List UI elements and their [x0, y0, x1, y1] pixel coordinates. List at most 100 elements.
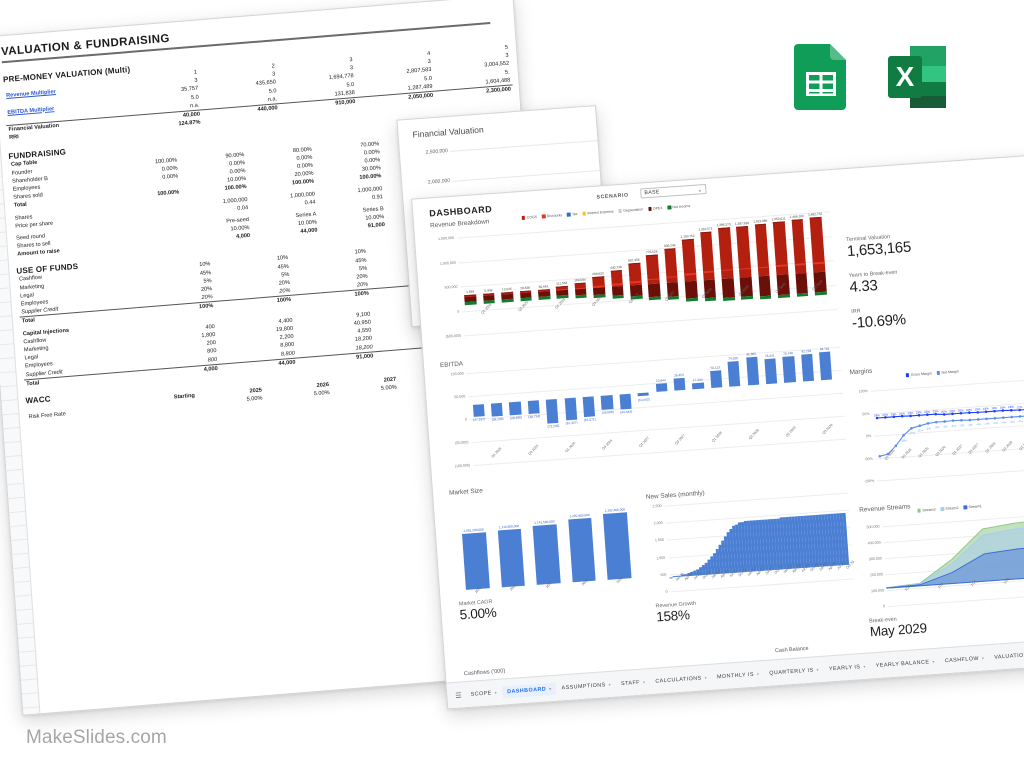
bar-segment-net-income [759, 295, 772, 300]
row-number[interactable] [0, 288, 11, 304]
row-number[interactable] [2, 414, 20, 430]
sheet-tab-yearly-balance[interactable]: YEARLY BALANCE ▾ [870, 655, 940, 672]
row-number[interactable] [1, 400, 19, 416]
sheet-tab-yearly-is[interactable]: YEARLY IS ▾ [824, 660, 872, 675]
row-number[interactable] [0, 386, 18, 402]
dashboard-sheet[interactable]: DASHBOARD SCENARIO BASE ▾ Revenue Breakd… [411, 154, 1024, 710]
data-label: 19% [974, 407, 981, 412]
row-number[interactable] [17, 623, 35, 639]
sheet-tab-dashboard[interactable]: DASHBOARD ▾ [501, 682, 557, 699]
row-number[interactable] [0, 316, 13, 332]
sheet-tab-label: CALCULATIONS [655, 674, 702, 685]
data-label: -17% [908, 431, 916, 436]
market-cagr-kpi: Market CAGR 5.00% [459, 599, 497, 623]
row-number[interactable] [6, 469, 24, 486]
row-number[interactable] [15, 595, 33, 611]
legend-swatch [917, 508, 922, 513]
row-number[interactable] [4, 441, 22, 458]
row-number[interactable] [16, 609, 34, 625]
ebitda-chart: 100,000 50,000 0 (50,000) (100,000) (37,197) (… [441, 346, 847, 481]
sheet-tab-monthly-is[interactable]: MONTHLY IS ▾ [712, 668, 765, 684]
chevron-down-icon[interactable]: ▾ [756, 671, 760, 677]
all-sheets-icon[interactable]: ☰ [455, 691, 462, 700]
x-axis-tick: Q3 2029 [821, 422, 834, 436]
bar [603, 512, 632, 580]
revenue-streams-chart: 500,000 400,000 300,000 200,000 100,000 0 1/25… [861, 514, 1024, 621]
data-label: 23% [907, 410, 914, 416]
axis-tick-label: 0 [457, 309, 460, 314]
row-number[interactable] [0, 274, 10, 290]
row-number[interactable] [0, 218, 6, 234]
row-number[interactable] [7, 483, 25, 500]
sheet-tab-label: DASHBOARD [506, 685, 547, 695]
row-number[interactable] [0, 232, 7, 248]
chevron-down-icon[interactable]: ▾ [863, 663, 866, 669]
chevron-down-icon[interactable]: ▾ [608, 681, 612, 688]
kpi-card: Years to Break-even 4.33 [849, 260, 1024, 296]
row-number[interactable] [10, 525, 28, 542]
axis-tick-label: 2,500 [652, 503, 662, 509]
sheet-tab-cashflow[interactable]: CASHFLOW ▾ [939, 652, 989, 667]
panel-revenue-streams: Revenue Streams Stream3 Stream2 Stream1 50… [859, 493, 1024, 646]
sheet-tab-label: VALUATION [994, 651, 1024, 661]
data-label: 20% [940, 409, 947, 414]
row-number[interactable] [14, 581, 32, 597]
bar [655, 383, 668, 392]
row-number[interactable] [8, 497, 26, 514]
axis-tick-label: 2,000 [653, 520, 663, 526]
legend-swatch [521, 216, 526, 220]
legend-swatch [905, 373, 910, 377]
bar-segment-net-income [722, 297, 735, 302]
sheet-tab-calculations[interactable]: CALCULATIONS ▾ [650, 671, 713, 687]
sheet-tab-label: STAFF [620, 679, 641, 687]
sheet-tab-scope[interactable]: SCOPE ▾ [465, 686, 502, 701]
row-number[interactable] [5, 455, 23, 472]
data-label: -4% [1000, 420, 1007, 425]
row-number[interactable] [9, 511, 27, 528]
chevron-down-icon[interactable]: ▾ [932, 658, 936, 665]
legend-label: COGS [526, 214, 538, 220]
row-number[interactable] [22, 693, 39, 709]
sheet-tab-staff[interactable]: STAFF ▾ [616, 676, 651, 690]
data-label: (38,734) [528, 414, 541, 419]
row-number[interactable] [19, 651, 36, 667]
chevron-down-icon[interactable]: ▾ [548, 686, 552, 692]
scenario-select[interactable]: BASE ▾ [640, 183, 707, 199]
row-number[interactable] [21, 679, 38, 695]
data-label: -5% [925, 426, 932, 431]
chevron-down-icon[interactable]: ▾ [816, 667, 820, 673]
row-number[interactable] [0, 330, 14, 346]
bar [462, 532, 490, 590]
row-number[interactable] [0, 246, 8, 262]
sheet-tab-valuation[interactable]: VALUATION▾ [989, 648, 1024, 663]
row-number[interactable] [18, 637, 36, 653]
sheet-tab-quarterly-is[interactable]: QUARTERLY IS ▾ [764, 663, 825, 679]
legend-item: Stream1 [963, 504, 982, 510]
data-label: 23% [924, 409, 931, 414]
row-number[interactable] [0, 260, 9, 276]
row-number[interactable] [0, 372, 17, 388]
axis-tick-label: 1,000,000 [439, 260, 456, 266]
chevron-down-icon: ▾ [698, 187, 702, 193]
chevron-down-icon[interactable]: ▾ [642, 679, 646, 685]
chevron-down-icon[interactable]: ▾ [981, 655, 985, 661]
legend-swatch [963, 505, 968, 510]
data-label: 18% [1007, 405, 1015, 410]
data-label: (73,233) [547, 424, 560, 430]
data-label: 50,113 [710, 365, 721, 371]
row-number[interactable] [12, 553, 30, 569]
sheet-tab-assumptions[interactable]: ASSUMPTIONS ▾ [556, 678, 616, 694]
row-number[interactable] [13, 567, 31, 583]
market-cagr-value: 5.00% [459, 604, 497, 623]
chevron-down-icon[interactable]: ▾ [494, 689, 498, 696]
row-number[interactable] [0, 344, 15, 360]
data-label: 79,740 [783, 350, 794, 356]
bar [545, 398, 559, 425]
row-number[interactable] [0, 358, 16, 374]
row-number[interactable] [3, 428, 21, 444]
chevron-down-icon[interactable]: ▾ [704, 675, 708, 681]
row-number[interactable] [20, 665, 37, 681]
row-number[interactable] [0, 302, 12, 318]
data-label: 17% [1016, 404, 1023, 410]
row-number[interactable] [11, 539, 29, 555]
